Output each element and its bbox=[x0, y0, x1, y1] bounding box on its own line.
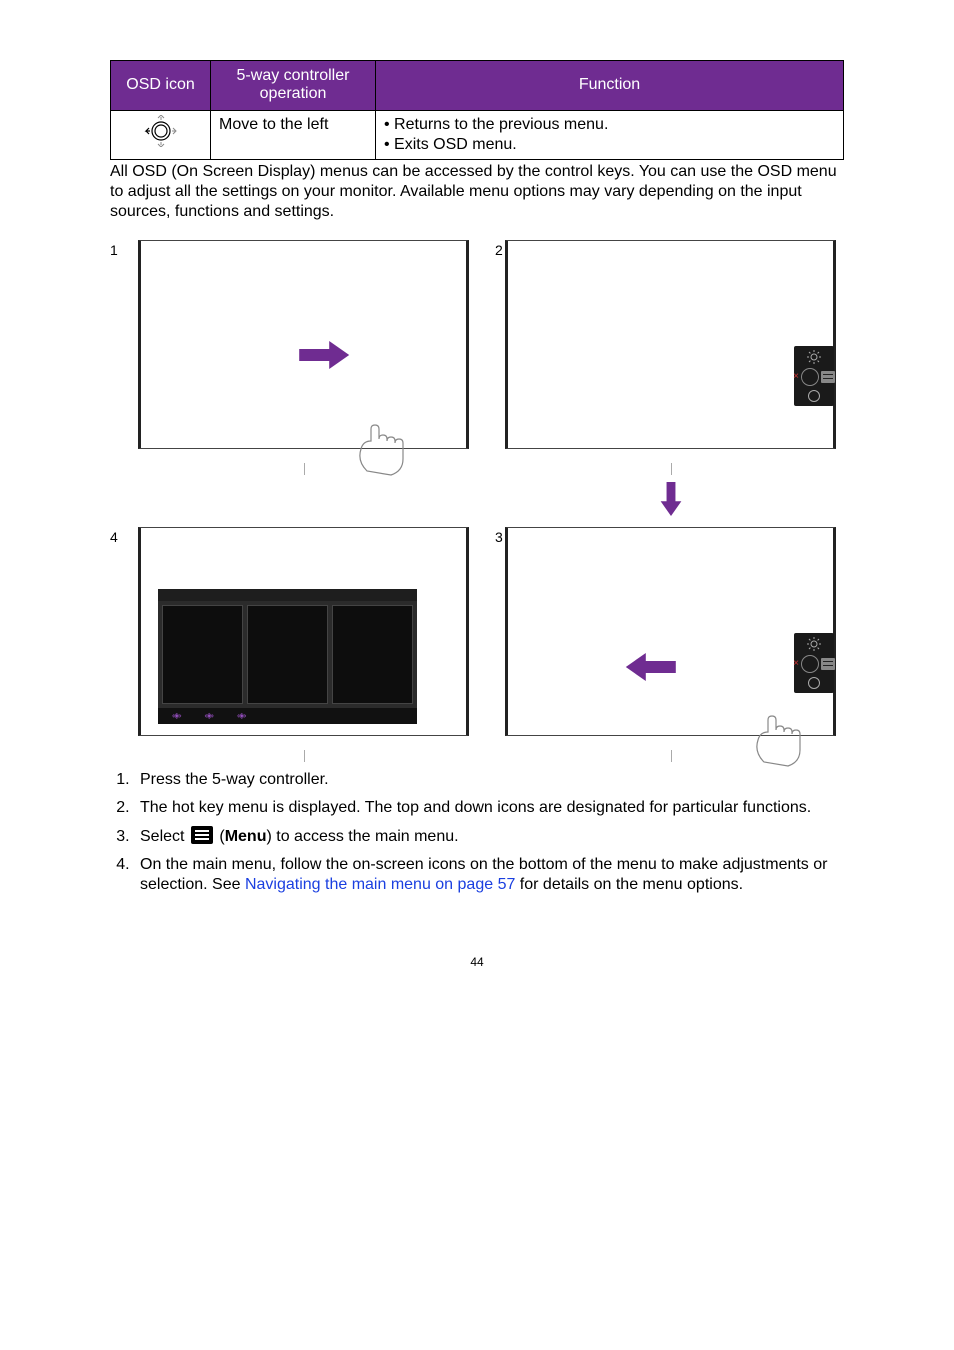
func-item-2: Exits OSD menu. bbox=[384, 135, 835, 155]
diagram: 1 2 × bbox=[110, 240, 844, 762]
quick-side-menu: × bbox=[794, 346, 834, 406]
step-3-suffix: ) to access the main menu. bbox=[266, 828, 458, 845]
close-icon: × bbox=[793, 659, 799, 669]
func-item-1: Returns to the previous menu. bbox=[384, 115, 835, 135]
td-operation: Move to the left bbox=[211, 110, 376, 159]
intro-paragraph: All OSD (On Screen Display) menus can be… bbox=[110, 162, 844, 222]
step-3-menu-word: Menu bbox=[225, 828, 267, 845]
step-4: On the main menu, follow the on-screen i… bbox=[134, 855, 844, 895]
close-icon: × bbox=[793, 372, 799, 382]
menu-icon bbox=[821, 371, 835, 383]
power-icon bbox=[808, 390, 820, 402]
diagram-panel-4: ‹◈›‹◈›‹◈› bbox=[130, 527, 477, 762]
diagram-panel-1 bbox=[130, 240, 477, 475]
gear-icon bbox=[807, 350, 821, 364]
main-menu-mock: ‹◈›‹◈›‹◈› bbox=[158, 589, 417, 724]
power-icon bbox=[808, 677, 820, 689]
th-osd-icon: OSD icon bbox=[111, 61, 211, 111]
arrow-right-icon bbox=[293, 335, 353, 375]
diagram-label-3: 3 bbox=[477, 527, 497, 547]
diagram-label-2: 2 bbox=[477, 240, 497, 260]
td-function: Returns to the previous menu. Exits OSD … bbox=[376, 110, 844, 159]
osd-table: OSD icon 5-way controller operation Func… bbox=[110, 60, 844, 160]
th-operation: 5-way controller operation bbox=[211, 61, 376, 111]
steps-list: Press the 5-way controller. The hot key … bbox=[110, 770, 844, 895]
diagram-panel-3: × bbox=[497, 527, 844, 762]
page-number: 44 bbox=[110, 955, 844, 970]
step-3-prefix: Select bbox=[140, 828, 189, 845]
menu-icon bbox=[821, 658, 835, 670]
step-4-suffix: for details on the menu options. bbox=[515, 876, 743, 893]
arrow-down-icon bbox=[641, 479, 701, 519]
step-2: The hot key menu is displayed. The top a… bbox=[134, 798, 844, 818]
diagram-label-1: 1 bbox=[110, 240, 130, 260]
hand-icon bbox=[347, 421, 417, 481]
gear-icon bbox=[807, 637, 821, 651]
step-3: Select (Menu) to access the main menu. bbox=[134, 826, 844, 847]
joystick-left-icon bbox=[143, 115, 179, 147]
diagram-label-4: 4 bbox=[110, 527, 130, 547]
hand-icon bbox=[744, 712, 814, 772]
menu-button-icon bbox=[191, 826, 213, 844]
td-osd-icon bbox=[111, 110, 211, 159]
th-function: Function bbox=[376, 61, 844, 111]
arrow-left-icon bbox=[621, 647, 681, 687]
quick-side-menu-2: × bbox=[794, 633, 834, 693]
diagram-panel-2: × bbox=[497, 240, 844, 475]
step-4-link[interactable]: Navigating the main menu on page 57 bbox=[245, 876, 515, 893]
step-1: Press the 5-way controller. bbox=[134, 770, 844, 790]
